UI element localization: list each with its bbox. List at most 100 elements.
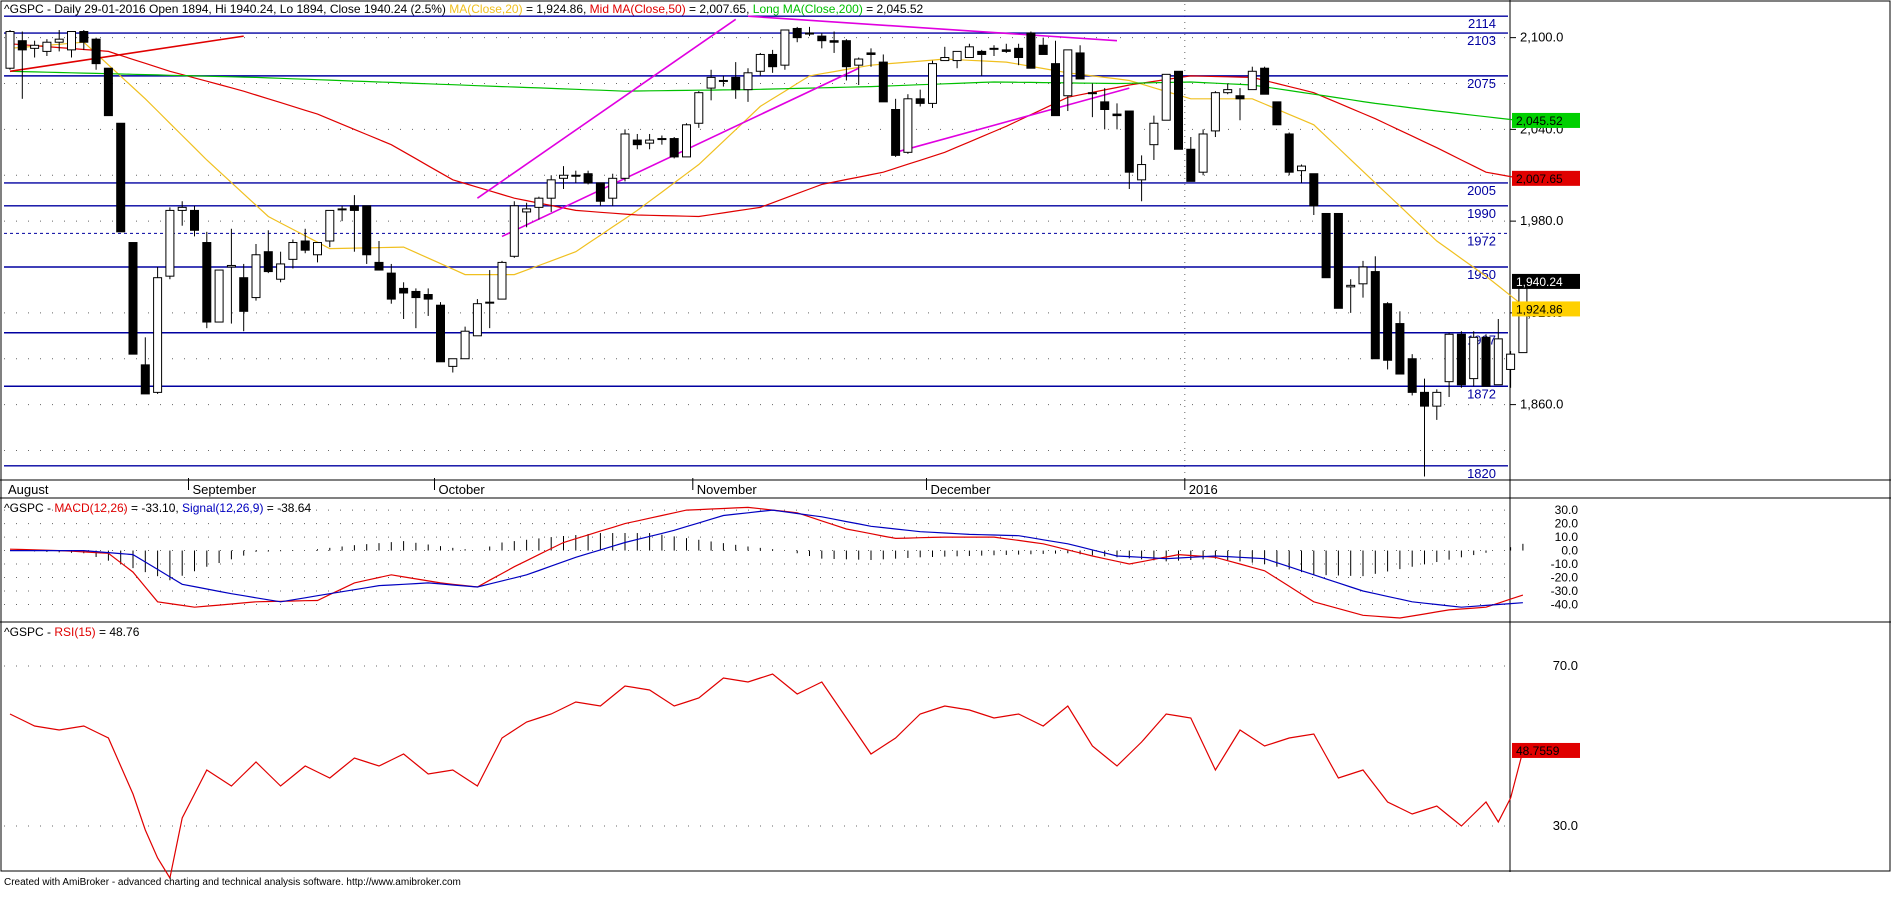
rsi-axis-tick-label: 70.0 [1553, 658, 1578, 673]
title-part: Long MA(Close,200) [753, 2, 863, 16]
candle-up [952, 50, 962, 62]
month-label: December [931, 482, 992, 497]
candle-down [1420, 391, 1429, 407]
candle-up [1198, 133, 1208, 173]
title-part: Signal(12,26,9) [182, 501, 263, 515]
title-part: Mid MA(Close,50) [590, 2, 686, 16]
macd-axis-tick-label: -40.0 [1551, 598, 1579, 612]
candle-up [608, 177, 618, 199]
candle-down [669, 138, 679, 158]
title-part: MACD(12,26) [54, 501, 127, 515]
candle-down [1051, 63, 1060, 117]
candle-down [891, 109, 901, 156]
candle-down [1014, 47, 1024, 59]
candle-down [1284, 133, 1294, 173]
candle-up [485, 301, 495, 304]
candle-down [423, 294, 433, 300]
candle-down [374, 261, 384, 271]
candle-down [1333, 212, 1343, 309]
candle-up [1432, 391, 1442, 407]
candle-up [1518, 281, 1528, 354]
candle-down [399, 287, 409, 294]
candle-up [1247, 70, 1257, 91]
trend-line [747, 15, 1118, 42]
candle-up [1137, 164, 1147, 181]
candle-up [903, 98, 913, 153]
candle-down [1383, 303, 1393, 361]
candle-down [1370, 271, 1380, 360]
macd-axis-tick-label: -30.0 [1551, 584, 1579, 598]
mid-ma-value-tag: 2,007.65 [1516, 172, 1563, 186]
candle-down [202, 242, 212, 323]
candle-up [1223, 89, 1233, 94]
moving-average-line [9, 41, 1524, 306]
candle-up [1358, 266, 1368, 285]
chart-frame [0, 0, 1891, 872]
candle-up [940, 57, 950, 62]
candle-down [79, 31, 89, 43]
candle-down [103, 67, 113, 117]
rsi-series-line [9, 673, 1524, 880]
candle-down [841, 40, 851, 68]
candle-down [583, 173, 593, 184]
title-part: = 2,007.65, [686, 2, 753, 16]
candle-down [1260, 67, 1270, 95]
candle-down [1235, 95, 1245, 100]
candle-up [755, 53, 765, 72]
candle-up [682, 124, 691, 158]
macd-series-line [10, 509, 1523, 608]
candle-up [1506, 353, 1516, 370]
candle-down [1272, 101, 1282, 126]
candle-up [546, 179, 556, 199]
candle-up [251, 254, 261, 299]
title-part: ^GSPC - [4, 501, 54, 515]
candle-up [718, 79, 728, 82]
candle-up [1346, 284, 1356, 288]
candle-up [571, 174, 581, 177]
candle-up [989, 47, 999, 50]
title-part: ^GSPC - Daily 29-01-2016 Open 1894, Hi 1… [4, 2, 449, 16]
title-part: = 2,045.52 [863, 2, 924, 16]
candle-up [522, 208, 532, 213]
candle-up [226, 264, 236, 268]
candle-up [1469, 336, 1479, 380]
candle-down [1038, 44, 1048, 55]
candle-up [1063, 49, 1073, 97]
short-ma-value-tag: 1,924.86 [1516, 302, 1563, 316]
price-chart-title: ^GSPC - Daily 29-01-2016 Open 1894, Hi 1… [4, 2, 924, 16]
candle-up [743, 72, 753, 91]
candle-down [1456, 333, 1466, 386]
horizontal-level-label: 1950 [1467, 267, 1496, 282]
candle-up [854, 58, 864, 66]
trend-line [9, 35, 244, 73]
candle-down [1395, 323, 1405, 375]
candle-up [313, 242, 322, 256]
candle-up [1444, 333, 1454, 383]
horizontal-level-label: 1872 [1467, 386, 1496, 401]
candle-down [1481, 336, 1491, 387]
candle-up [67, 31, 76, 51]
candle-down [116, 122, 126, 233]
candle-up [165, 209, 175, 277]
candle-up [805, 32, 814, 35]
candle-down [190, 209, 199, 231]
moving-average-line [9, 43, 1524, 218]
candle-down [632, 139, 642, 146]
candle-up [706, 76, 716, 89]
candle-up [460, 330, 470, 360]
candle-down [263, 251, 273, 273]
candle-up [780, 29, 790, 66]
candle-down [300, 240, 310, 251]
candle-down [1075, 52, 1085, 80]
trend-line [501, 67, 860, 238]
candle-down [1407, 358, 1417, 393]
candle-down [731, 76, 741, 91]
candle-up [1297, 165, 1306, 172]
candle-down [1321, 212, 1331, 279]
trend-line [476, 18, 737, 199]
macd-series-line [9, 506, 1524, 619]
macd-axis-tick-label: 30.0 [1555, 503, 1579, 517]
candle-down [1186, 148, 1196, 182]
candle-up [54, 38, 64, 43]
